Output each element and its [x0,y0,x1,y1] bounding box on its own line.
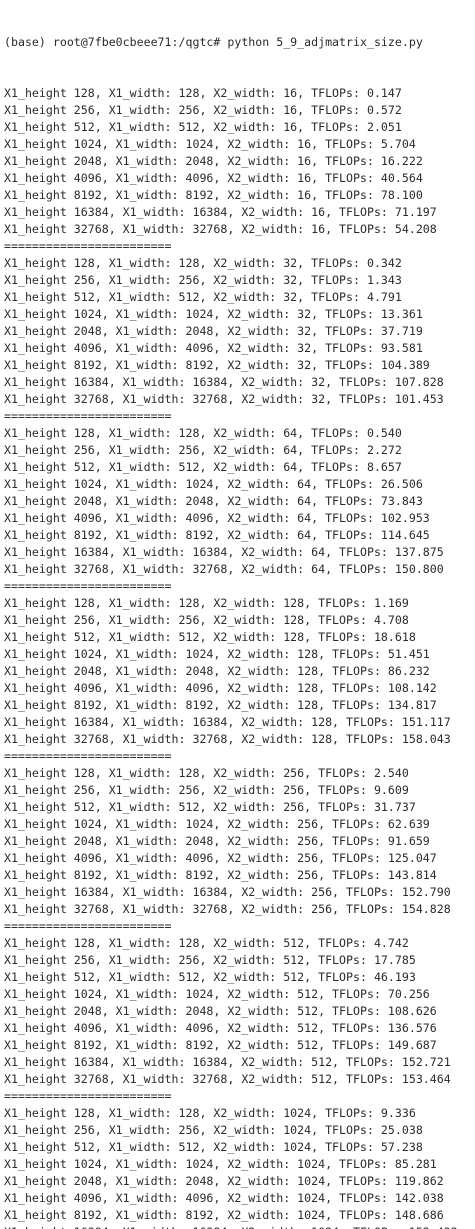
output-line: X1_height 16384, X1_width: 16384, X2_wid… [4,1055,451,1069]
output-line: X1_height 128, X1_width: 128, X2_width: … [4,256,402,270]
output-line: X1_height 16384, X1_width: 16384, X2_wid… [4,205,437,219]
output-line: X1_height 2048, X1_width: 2048, X2_width… [4,1004,437,1018]
output-line: X1_height 16384, X1_width: 16384, X2_wid… [4,545,444,559]
output-line: X1_height 256, X1_width: 256, X2_width: … [4,1123,423,1137]
separator-line: ======================== [4,239,172,253]
output-line: X1_height 256, X1_width: 256, X2_width: … [4,443,402,457]
output-line: X1_height 2048, X1_width: 2048, X2_width… [4,834,430,848]
output-line: X1_height 128, X1_width: 128, X2_width: … [4,936,409,950]
output-line: X1_height 1024, X1_width: 1024, X2_width… [4,477,423,491]
output-line: X1_height 8192, X1_width: 8192, X2_width… [4,868,437,882]
output-line: X1_height 256, X1_width: 256, X2_width: … [4,613,409,627]
output-line: X1_height 256, X1_width: 256, X2_width: … [4,783,409,797]
output-line: X1_height 16384, X1_width: 16384, X2_wid… [4,885,451,899]
output-line: X1_height 128, X1_width: 128, X2_width: … [4,1106,416,1120]
output-line: X1_height 2048, X1_width: 2048, X2_width… [4,1174,444,1188]
separator-line: ======================== [4,409,172,423]
output-line: X1_height 256, X1_width: 256, X2_width: … [4,953,416,967]
output-line: X1_height 256, X1_width: 256, X2_width: … [4,273,402,287]
output-line: X1_height 4096, X1_width: 4096, X2_width… [4,1021,437,1035]
output-line: X1_height 512, X1_width: 512, X2_width: … [4,800,416,814]
output-line: X1_height 256, X1_width: 256, X2_width: … [4,103,402,117]
output-line: X1_height 1024, X1_width: 1024, X2_width… [4,987,430,1001]
output-line: X1_height 16384, X1_width: 16384, X2_wid… [4,715,451,729]
output-line: X1_height 512, X1_width: 512, X2_width: … [4,970,416,984]
separator-line: ======================== [4,919,172,933]
output-line: X1_height 32768, X1_width: 32768, X2_wid… [4,392,444,406]
command-line: (base) root@7fbe0cbeee71:/qgtc# python 5… [4,35,423,49]
output-line: X1_height 128, X1_width: 128, X2_width: … [4,86,402,100]
separator-line: ======================== [4,579,172,593]
output-line: X1_height 16384, X1_width: 16384, X2_wid… [4,375,444,389]
output-line: X1_height 32768, X1_width: 32768, X2_wid… [4,562,444,576]
output-line: X1_height 1024, X1_width: 1024, X2_width… [4,307,423,321]
output-line: X1_height 512, X1_width: 512, X2_width: … [4,460,402,474]
output-line: X1_height 2048, X1_width: 2048, X2_width… [4,494,423,508]
output-line: X1_height 8192, X1_width: 8192, X2_width… [4,1208,444,1222]
output-line: X1_height 2048, X1_width: 2048, X2_width… [4,664,430,678]
output-line: X1_height 4096, X1_width: 4096, X2_width… [4,1191,444,1205]
output-line: X1_height 1024, X1_width: 1024, X2_width… [4,137,416,151]
output-line: X1_height 1024, X1_width: 1024, X2_width… [4,1157,437,1171]
output-line: X1_height 128, X1_width: 128, X2_width: … [4,426,402,440]
output-line: X1_height 8192, X1_width: 8192, X2_width… [4,698,437,712]
output-line: X1_height 8192, X1_width: 8192, X2_width… [4,188,423,202]
output-line: X1_height 8192, X1_width: 8192, X2_width… [4,1038,437,1052]
output-line: X1_height 8192, X1_width: 8192, X2_width… [4,358,430,372]
output-line: X1_height 4096, X1_width: 4096, X2_width… [4,681,437,695]
output-line: X1_height 512, X1_width: 512, X2_width: … [4,120,402,134]
output-line: X1_height 32768, X1_width: 32768, X2_wid… [4,902,451,916]
output-line: X1_height 32768, X1_width: 32768, X2_wid… [4,732,451,746]
output-line: X1_height 4096, X1_width: 4096, X2_width… [4,171,423,185]
output-line: X1_height 1024, X1_width: 1024, X2_width… [4,817,430,831]
output-line: X1_height 512, X1_width: 512, X2_width: … [4,1140,423,1154]
output-line: X1_height 512, X1_width: 512, X2_width: … [4,290,402,304]
output-line: X1_height 4096, X1_width: 4096, X2_width… [4,341,423,355]
output-line: X1_height 1024, X1_width: 1024, X2_width… [4,647,430,661]
output-line: X1_height 16384, X1_width: 16384, X2_wid… [4,1224,475,1229]
output-line: X1_height 128, X1_width: 128, X2_width: … [4,766,409,780]
output-line: X1_height 2048, X1_width: 2048, X2_width… [4,154,423,168]
output-line: X1_height 8192, X1_width: 8192, X2_width… [4,528,430,542]
output-line: X1_height 128, X1_width: 128, X2_width: … [4,596,409,610]
separator-line: ======================== [4,1089,172,1103]
output-line: X1_height 512, X1_width: 512, X2_width: … [4,630,416,644]
output-line: X1_height 4096, X1_width: 4096, X2_width… [4,511,430,525]
output-line: X1_height 32768, X1_width: 32768, X2_wid… [4,1072,451,1086]
terminal-output: X1_height 128, X1_width: 128, X2_width: … [4,85,475,1229]
output-line: X1_height 4096, X1_width: 4096, X2_width… [4,851,437,865]
output-line: X1_height 32768, X1_width: 32768, X2_wid… [4,222,437,236]
separator-line: ======================== [4,749,172,763]
output-line: X1_height 2048, X1_width: 2048, X2_width… [4,324,423,338]
